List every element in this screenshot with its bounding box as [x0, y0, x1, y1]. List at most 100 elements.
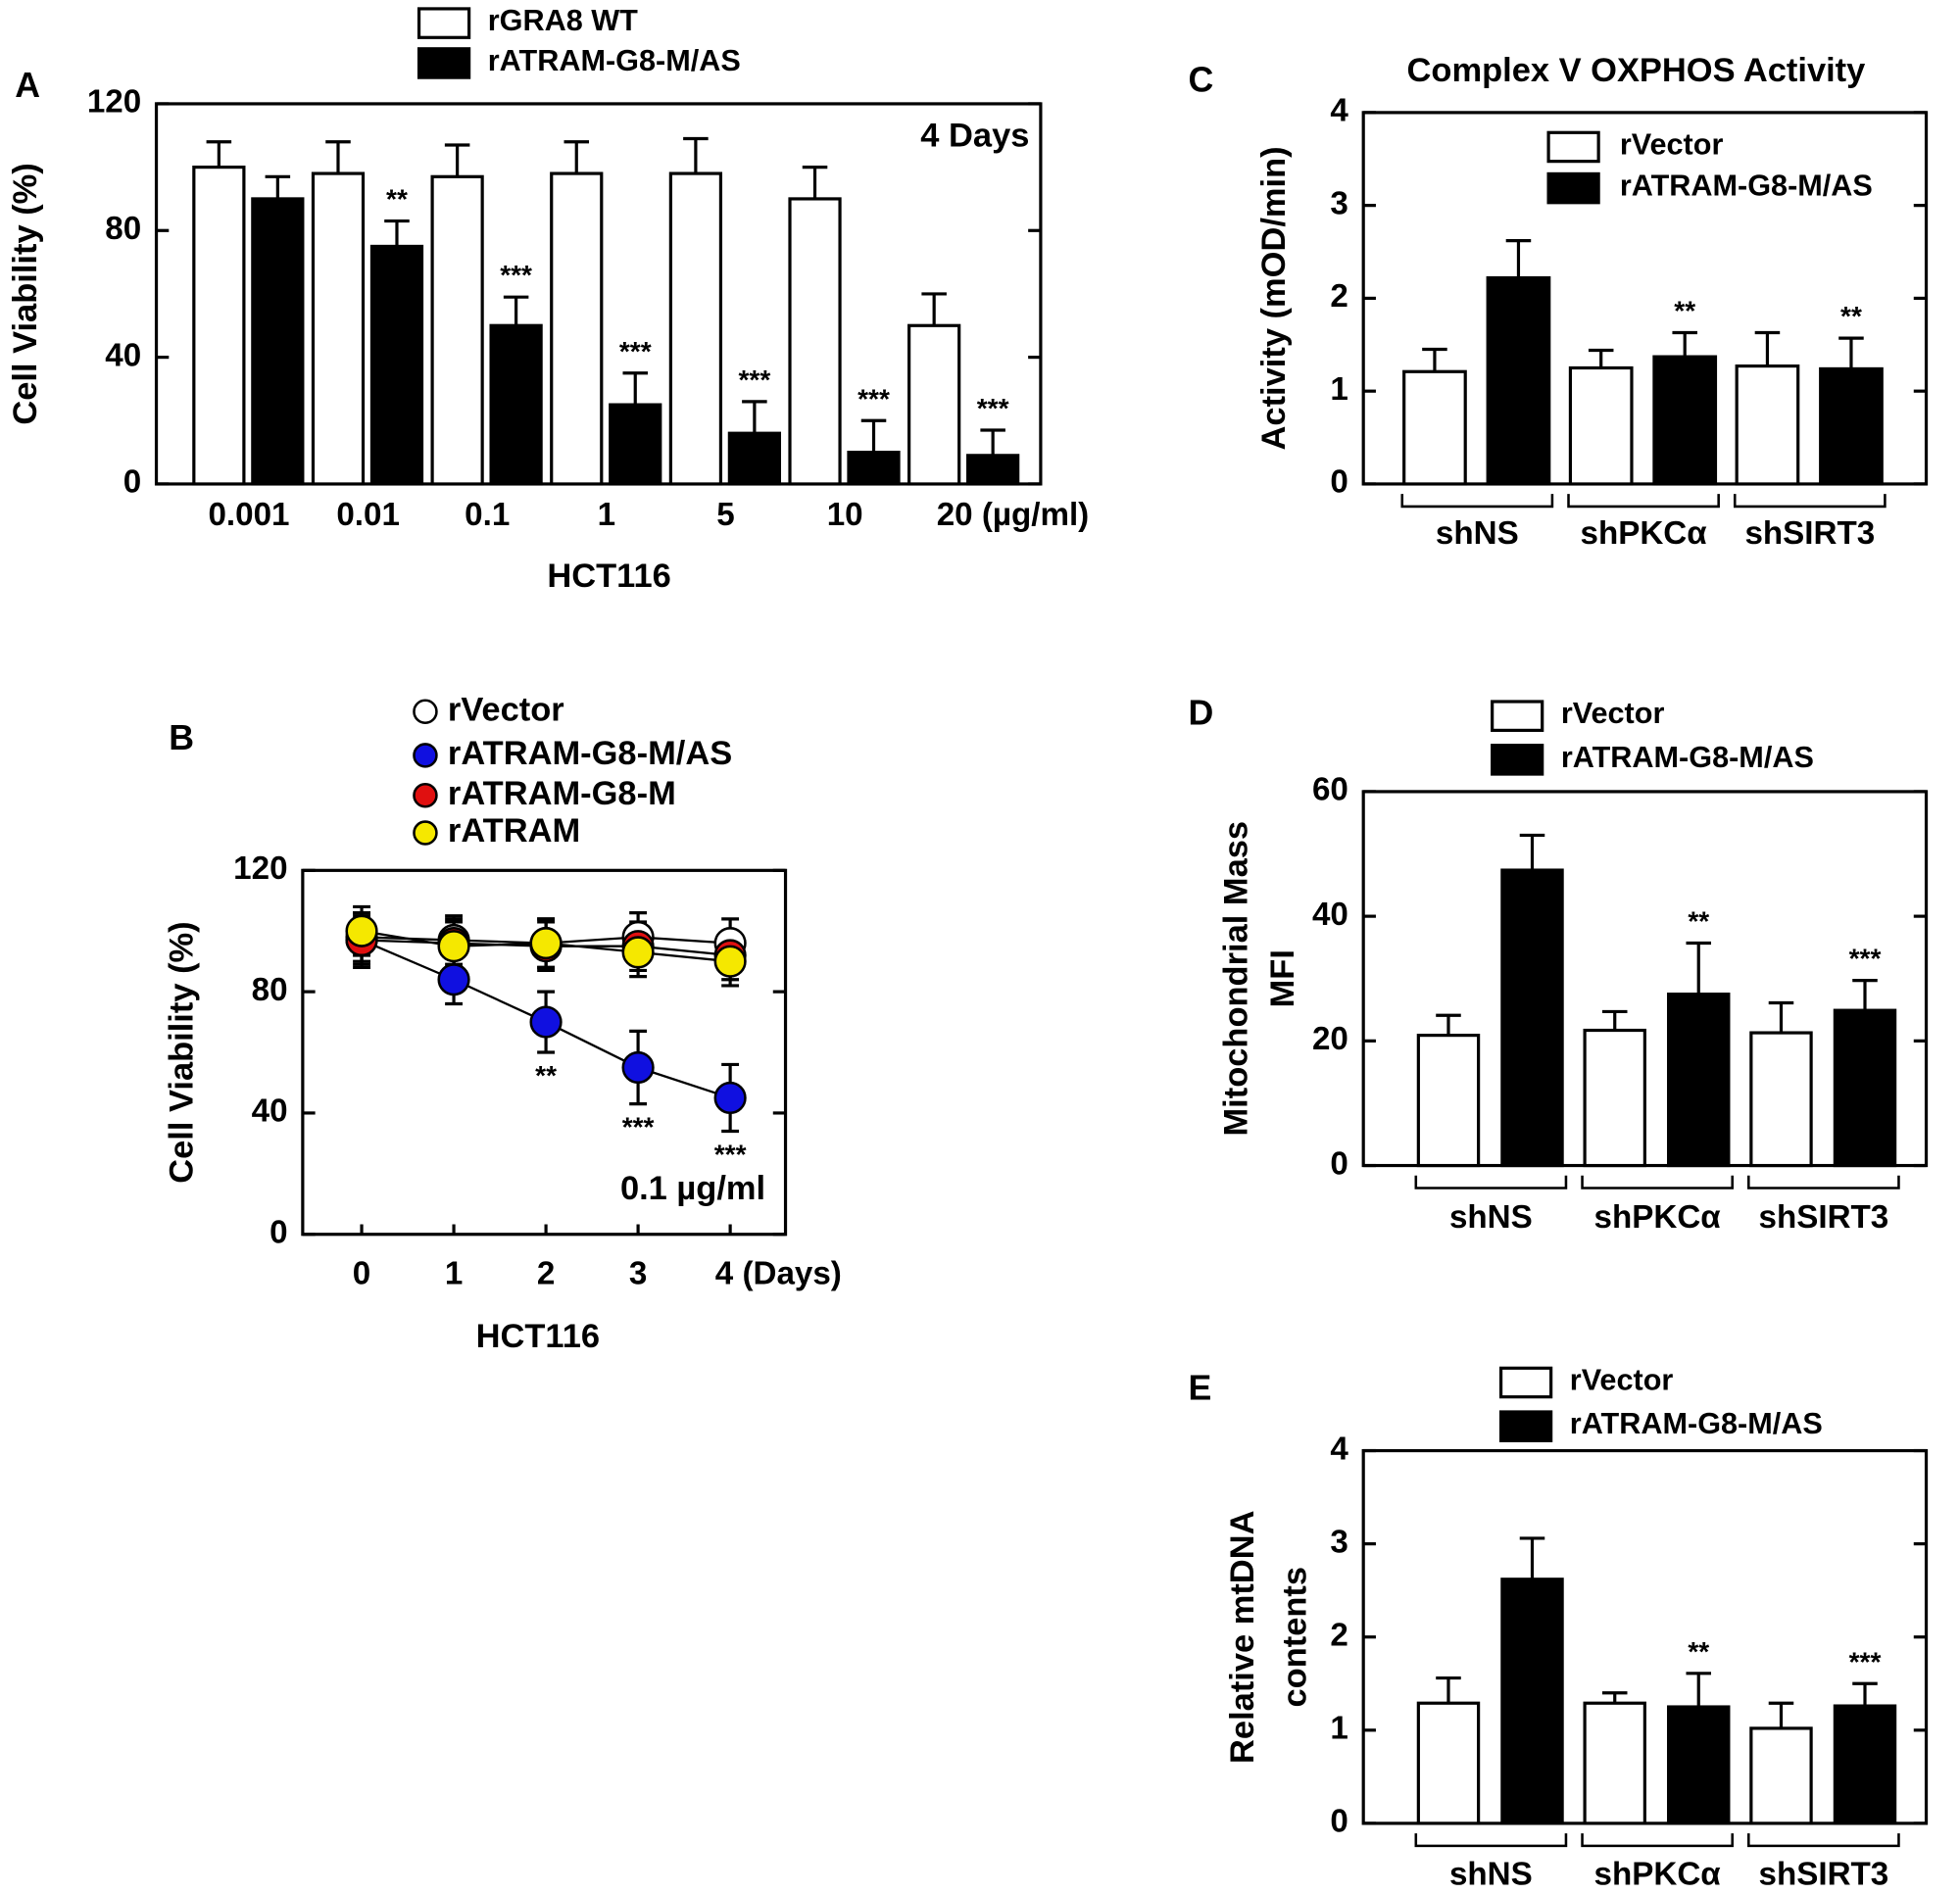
- legend-swatch: [1491, 700, 1544, 732]
- bar: [609, 403, 662, 486]
- error-bar: [802, 166, 828, 199]
- x-tick-label: 0.1: [465, 497, 510, 533]
- x-tick-label: 1: [598, 497, 615, 533]
- x-tick-label: 0: [353, 1256, 370, 1292]
- legend-marker: [413, 743, 438, 768]
- error-bar: [444, 143, 470, 177]
- y-tick-label: 40: [252, 1093, 288, 1130]
- legend-marker: [413, 820, 438, 846]
- bar: [251, 197, 305, 486]
- error-bar: [1601, 1009, 1628, 1031]
- bar: [966, 454, 1020, 486]
- bar: [311, 171, 366, 486]
- error-bar: [1852, 979, 1878, 1011]
- x-tick-label: shPKCα: [1594, 1199, 1722, 1236]
- x-axis-label: HCT116: [476, 1318, 600, 1355]
- y-axis-label: Cell Viability (%): [164, 921, 201, 1183]
- error-bar: [980, 428, 1005, 456]
- significance-label: ***: [500, 260, 532, 290]
- legend-marker: [413, 699, 438, 724]
- x-tick-label: 0.01: [336, 497, 400, 533]
- bar: [1819, 366, 1884, 486]
- significance-label: ***: [1849, 1646, 1882, 1676]
- bar: [727, 431, 782, 486]
- error-bar: [1422, 347, 1447, 372]
- bar: [1568, 365, 1634, 486]
- y-axis-label: contents: [1277, 1567, 1314, 1708]
- legend-label: rVector: [1570, 1363, 1674, 1396]
- error-bar: [1768, 1701, 1794, 1728]
- bar: [489, 323, 543, 486]
- point: [621, 936, 655, 969]
- x-tick-label: 10: [827, 497, 863, 533]
- x-tick-label: shPKCα: [1594, 1856, 1722, 1892]
- y-axis-label: Mitochondrial Mass: [1218, 821, 1255, 1137]
- group-bracket: [1400, 494, 1554, 509]
- error-bar: [1519, 833, 1545, 871]
- legend-label: rATRAM-G8-M/AS: [448, 735, 732, 772]
- panel-label: B: [169, 718, 194, 757]
- bar: [1833, 1704, 1897, 1825]
- y-tick-label: 4: [1330, 1431, 1348, 1467]
- point: [345, 914, 378, 947]
- legend-swatch: [416, 7, 471, 39]
- error-bar: [1601, 1691, 1628, 1704]
- group-bracket: [1581, 1175, 1734, 1190]
- y-tick-label: 0: [123, 464, 141, 501]
- error-bar: [1686, 941, 1712, 995]
- group-bracket: [1581, 1833, 1734, 1848]
- y-tick-label: 4: [1330, 93, 1348, 129]
- y-tick-label: 80: [252, 972, 288, 1008]
- bar: [1749, 1726, 1813, 1825]
- error-bar: [1519, 1536, 1545, 1579]
- group-bracket: [1747, 1833, 1900, 1848]
- bar: [1583, 1028, 1646, 1168]
- legend-marker: [413, 782, 438, 808]
- y-tick-label: 0: [1330, 464, 1348, 501]
- significance-label: ***: [977, 393, 1009, 423]
- point: [437, 963, 470, 996]
- y-tick-label: 2: [1330, 278, 1348, 315]
- y-tick-label: 1: [1330, 371, 1348, 408]
- x-tick-label: 2: [537, 1256, 555, 1292]
- bar: [1749, 1031, 1813, 1168]
- error-bar: [1436, 1675, 1461, 1704]
- point: [621, 1050, 655, 1085]
- y-tick-label: 2: [1330, 1617, 1348, 1653]
- error-bar: [1754, 330, 1781, 366]
- error-bar: [384, 219, 410, 247]
- panel-label: D: [1189, 693, 1214, 732]
- y-tick-label: 120: [87, 84, 141, 121]
- error-bar: [683, 136, 709, 174]
- x-tick-label: 20 (µg/ml): [937, 497, 1090, 533]
- x-tick-label: shNS: [1449, 1856, 1533, 1892]
- bar: [192, 166, 246, 486]
- legend-label: rATRAM-G8-M: [448, 775, 676, 812]
- bar: [1652, 355, 1718, 486]
- legend-label: rATRAM-G8-M/AS: [1561, 741, 1814, 774]
- y-tick-label: 0: [1330, 1145, 1348, 1182]
- group-bracket: [1414, 1833, 1568, 1848]
- y-tick-label: 0: [1330, 1804, 1348, 1840]
- significance-label: **: [1688, 905, 1709, 936]
- x-axis-label: HCT116: [547, 558, 670, 595]
- x-tick-label: shSIRT3: [1759, 1856, 1889, 1892]
- significance-label: **: [1674, 295, 1695, 325]
- bar: [668, 171, 723, 486]
- error-bar: [860, 418, 887, 453]
- legend-label: rVector: [448, 691, 564, 728]
- legend-swatch: [1546, 171, 1600, 205]
- group-bracket: [1414, 1175, 1568, 1190]
- significance-label: ***: [622, 1112, 655, 1142]
- y-tick-label: 40: [1312, 897, 1348, 933]
- group-bracket: [1733, 494, 1886, 509]
- legend-swatch: [1498, 1366, 1553, 1399]
- bar: [1416, 1701, 1481, 1825]
- bar: [430, 174, 484, 486]
- point: [713, 945, 747, 978]
- bar: [1402, 369, 1467, 486]
- y-axis-label: Relative mtDNA: [1224, 1510, 1261, 1763]
- bar: [1500, 868, 1564, 1168]
- y-tick-label: 40: [105, 337, 141, 373]
